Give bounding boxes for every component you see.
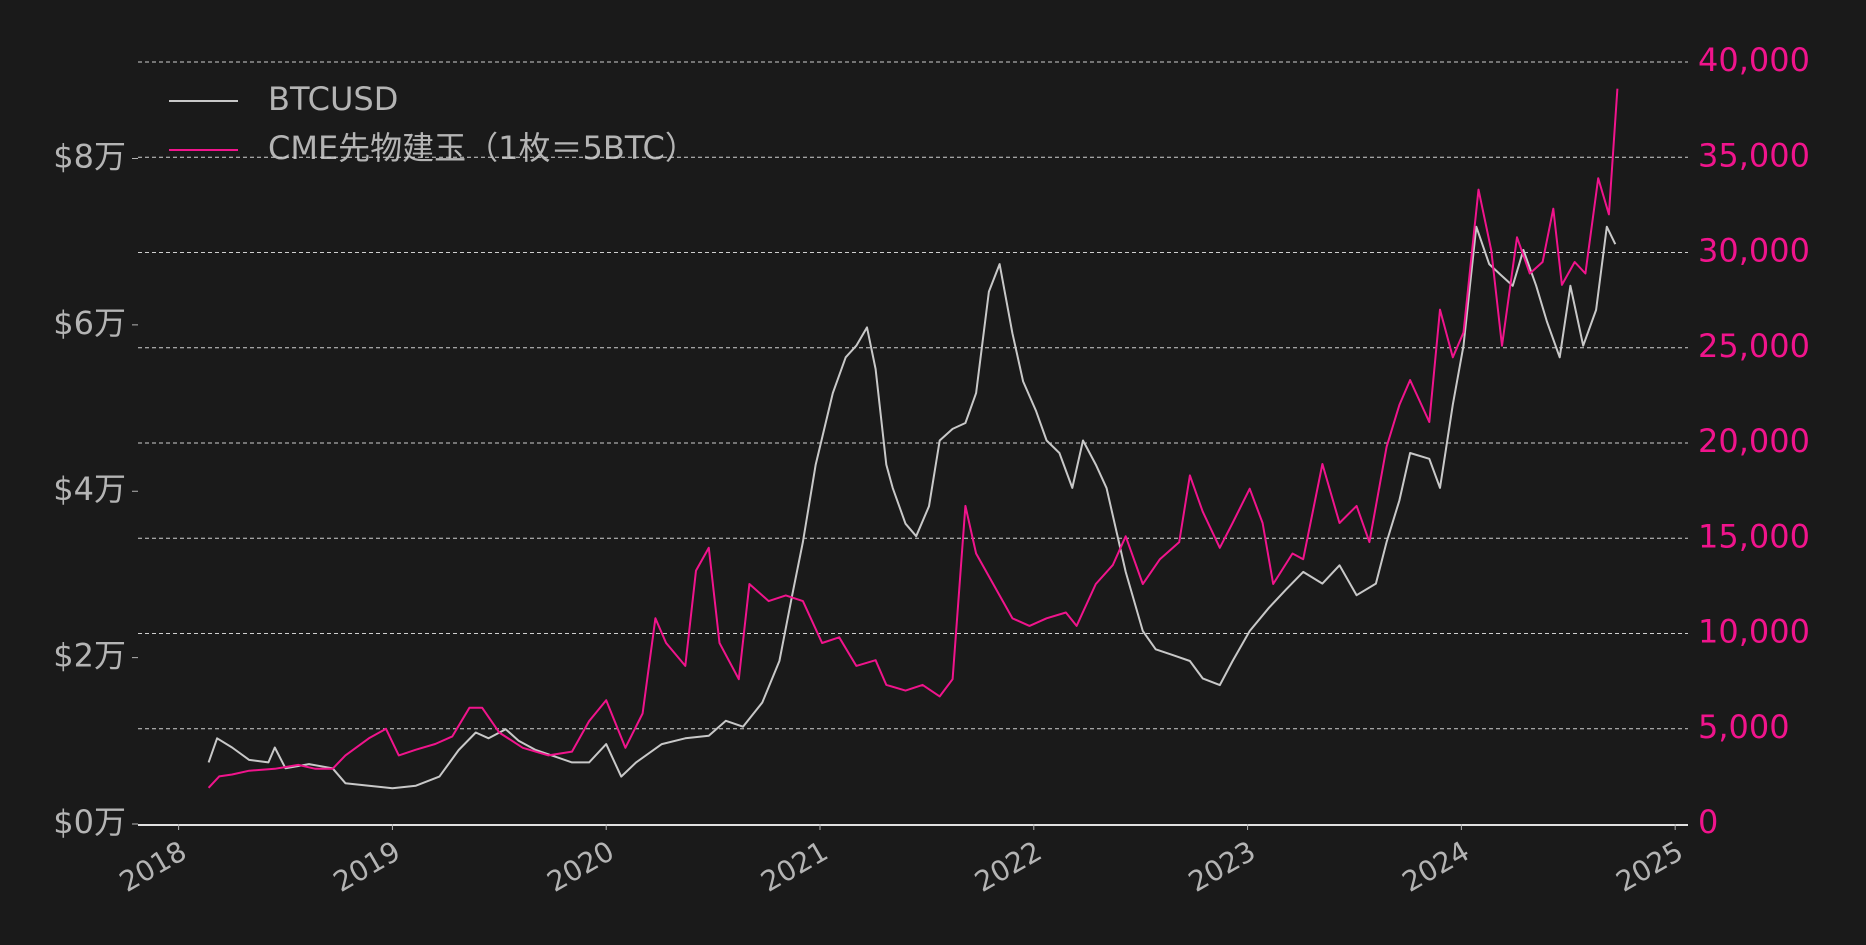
y-tick-label: $4万: [53, 470, 126, 508]
y-tick-label: $6万: [53, 304, 126, 342]
y2-tick-label: 35,000: [1698, 136, 1810, 174]
y-tick-label: $0万: [53, 803, 126, 841]
y2-tick-label: 15,000: [1698, 517, 1810, 555]
y-tick-label: $8万: [53, 137, 126, 175]
legend: BTCUSD CME先物建玉（1枚＝5BTC）: [169, 80, 697, 167]
y2-tick-label: 10,000: [1698, 613, 1810, 651]
legend-label: CME先物建玉（1枚＝5BTC）: [268, 129, 697, 167]
y2-tick-label: 30,000: [1698, 232, 1810, 270]
legend-label: BTCUSD: [268, 80, 398, 118]
y2-tick-label: 20,000: [1698, 422, 1810, 460]
y-tick-label: $2万: [53, 637, 126, 675]
series-line: [207, 88, 1619, 789]
y2-tick-label: 0: [1698, 803, 1718, 841]
y2-tick-label: 25,000: [1698, 327, 1810, 365]
y2-tick-label: 40,000: [1698, 41, 1810, 79]
series-line: [207, 225, 1617, 790]
y2-tick-label: 5,000: [1698, 708, 1790, 746]
